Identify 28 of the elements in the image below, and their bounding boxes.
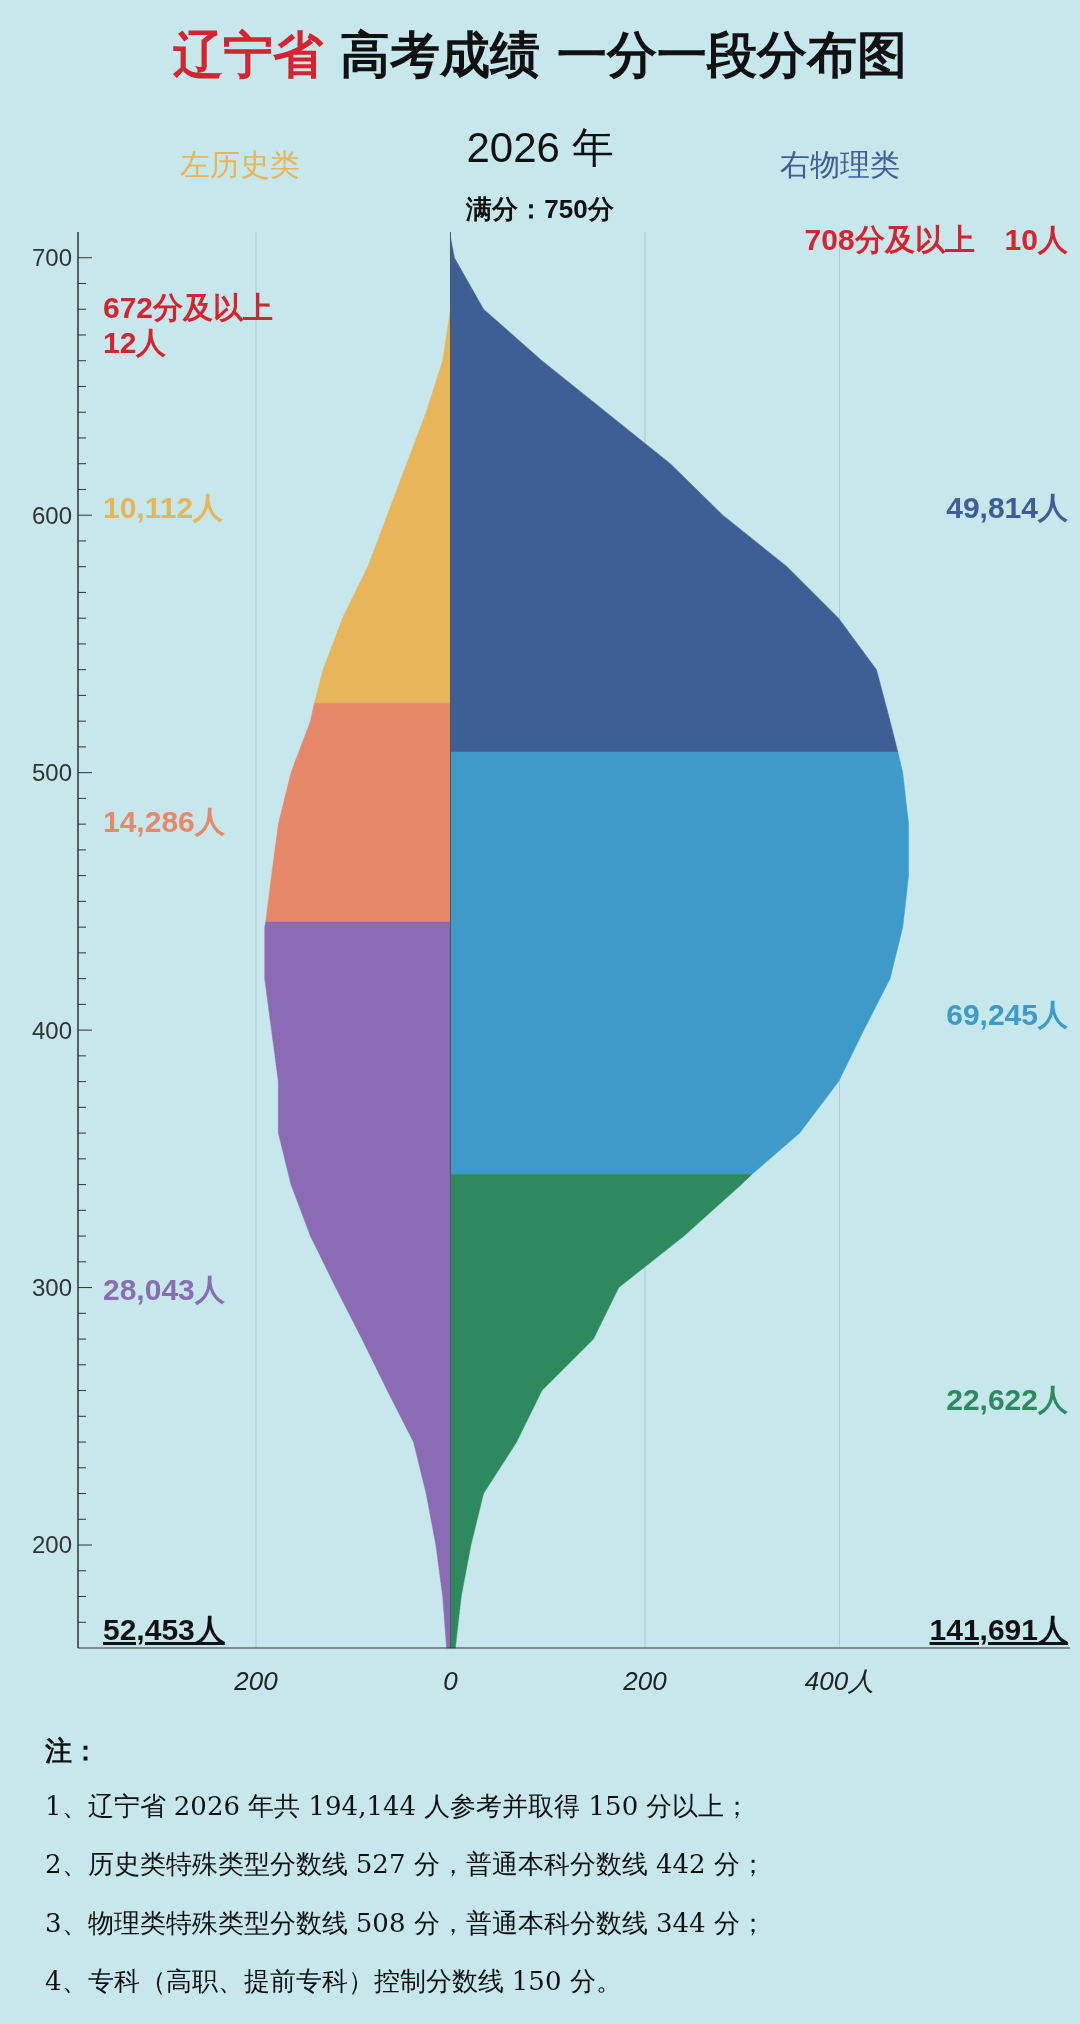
text: 2、历史类特殊类型分数线 527 分，普通本科分数线 442 分； (45, 1849, 766, 1879)
text: 左历史类 (180, 148, 300, 181)
text: 满分：750分 (465, 194, 615, 224)
y-tick-label: 300 (31, 1273, 72, 1301)
y-tick-label: 700 (31, 244, 72, 272)
text: 4、专科（高职、提前专科）控制分数线 150 分。 (45, 1966, 622, 1996)
y-tick-label: 500 (31, 759, 72, 787)
chart-subtitle: 2026 年 (466, 124, 614, 171)
annotation: 708分及以上 10人 (804, 223, 1069, 256)
text: 注： (44, 1736, 99, 1766)
annotation: 672分及以上 12人 (103, 291, 274, 359)
text: 右物理类 (780, 148, 900, 181)
annotation: 10,112人 (103, 491, 225, 524)
text: 1、辽宁省 2026 年共 194,144 人参考并取得 150 分以上； (45, 1791, 751, 1821)
annotation: 69,245人 (946, 998, 1069, 1031)
y-tick-label: 600 (31, 501, 72, 529)
annotation: 49,814人 (946, 491, 1069, 524)
x-tick-label: 0 (443, 1666, 459, 1696)
annotation: 14,286人 (103, 805, 226, 838)
text: 3、物理类特殊类型分数线 508 分，普通本科分数线 344 分； (45, 1908, 766, 1938)
y-tick-label: 400 (31, 1016, 72, 1044)
x-tick-label: 200 (233, 1666, 279, 1696)
y-tick-label: 200 (31, 1531, 72, 1559)
x-tick-label: 200 (622, 1666, 668, 1696)
annotation: 22,622人 (946, 1383, 1069, 1416)
annotation: 28,043人 (103, 1273, 226, 1306)
chart-title: 辽宁省 高考成绩 一分一段分布图 (171, 25, 908, 84)
x-tick-label: 400人 (804, 1666, 875, 1696)
